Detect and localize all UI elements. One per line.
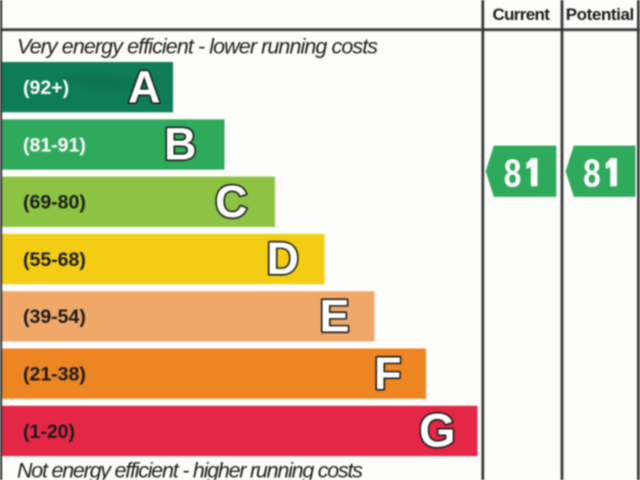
svg-text:(1-20): (1-20) <box>23 421 75 443</box>
svg-text:(69-80): (69-80) <box>23 192 86 214</box>
svg-text:8: 8 <box>504 152 522 195</box>
svg-text:B: B <box>164 119 197 170</box>
svg-text:(39-54): (39-54) <box>23 306 86 328</box>
svg-text:C: C <box>215 176 248 227</box>
svg-text:D: D <box>267 233 300 284</box>
svg-text:8: 8 <box>583 152 601 195</box>
svg-text:(81-91): (81-91) <box>23 134 86 156</box>
svg-text:E: E <box>320 291 350 342</box>
svg-text:(55-68): (55-68) <box>23 249 86 271</box>
svg-text:A: A <box>128 61 161 112</box>
svg-text:Very energy efficient - lower: Very energy efficient - lower running co… <box>17 35 378 59</box>
svg-text:Not energy efficient - higher: Not energy efficient - higher running co… <box>17 459 363 480</box>
svg-text:(21-38): (21-38) <box>23 364 86 386</box>
svg-text:G: G <box>419 403 456 456</box>
svg-text:(92+): (92+) <box>23 77 69 99</box>
svg-text:Current: Current <box>492 5 550 24</box>
svg-text:F: F <box>374 348 402 399</box>
svg-text:Potential: Potential <box>566 5 635 24</box>
